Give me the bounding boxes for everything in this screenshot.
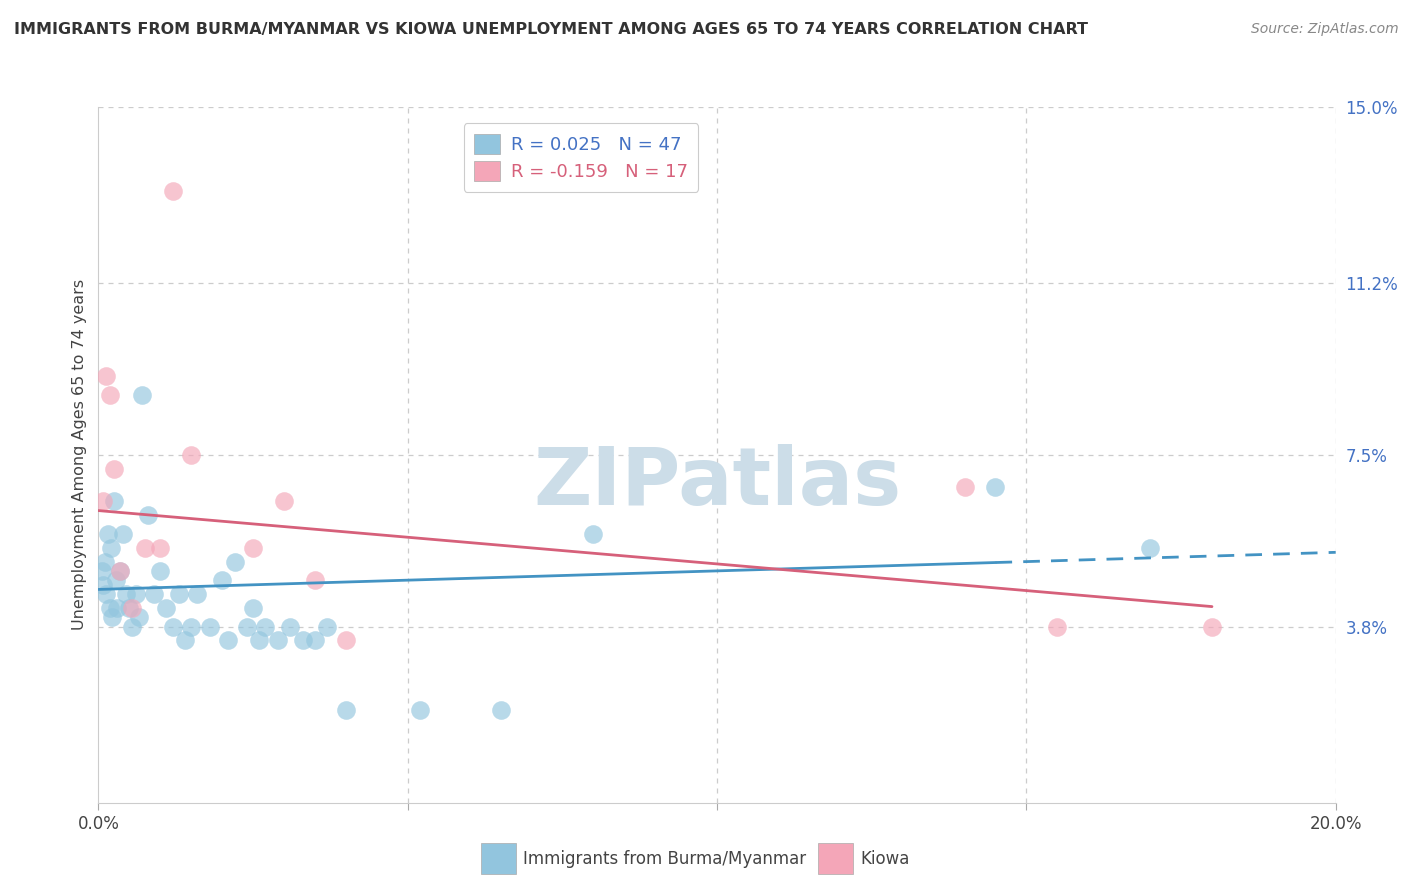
Point: [136, 508, 159, 523]
Point: [242, 601, 264, 615]
Point: [104, 573, 127, 587]
Point: [582, 526, 605, 541]
Point: [409, 703, 432, 717]
Point: [93, 578, 115, 592]
Point: [211, 573, 233, 587]
Point: [155, 601, 177, 615]
Point: [98, 601, 121, 615]
Point: [180, 448, 202, 462]
Point: [489, 703, 512, 717]
Point: [108, 564, 131, 578]
Point: [167, 587, 190, 601]
Y-axis label: Unemployment Among Ages 65 to 74 years: Unemployment Among Ages 65 to 74 years: [72, 279, 87, 631]
Point: [267, 633, 290, 648]
Text: Source: ZipAtlas.com: Source: ZipAtlas.com: [1251, 22, 1399, 37]
Text: IMMIGRANTS FROM BURMA/MYANMAR VS KIOWA UNEMPLOYMENT AMONG AGES 65 TO 74 YEARS CO: IMMIGRANTS FROM BURMA/MYANMAR VS KIOWA U…: [14, 22, 1088, 37]
Point: [98, 387, 121, 401]
Text: ZIPatlas: ZIPatlas: [533, 443, 901, 522]
Point: [335, 633, 357, 648]
Point: [101, 610, 124, 624]
Point: [134, 541, 156, 555]
Point: [105, 601, 128, 615]
Text: Immigrants from Burma/Myanmar: Immigrants from Burma/Myanmar: [523, 850, 806, 868]
Point: [335, 703, 357, 717]
Point: [1139, 541, 1161, 555]
Point: [316, 619, 339, 633]
Point: [131, 387, 153, 401]
Point: [236, 619, 259, 633]
Point: [97, 526, 120, 541]
Point: [247, 633, 270, 648]
Point: [180, 619, 202, 633]
Point: [217, 633, 239, 648]
Point: [984, 480, 1007, 494]
Point: [254, 619, 277, 633]
Legend: R = 0.025   N = 47, R = -0.159   N = 17: R = 0.025 N = 47, R = -0.159 N = 17: [464, 123, 699, 192]
Point: [149, 541, 172, 555]
Point: [103, 462, 125, 476]
Point: [93, 555, 115, 569]
Point: [278, 619, 301, 633]
Point: [1046, 619, 1069, 633]
Point: [121, 619, 143, 633]
Point: [118, 601, 141, 615]
Text: Kiowa: Kiowa: [860, 850, 910, 868]
Point: [108, 564, 131, 578]
Point: [291, 633, 314, 648]
Point: [112, 526, 135, 541]
Point: [198, 619, 221, 633]
Point: [242, 541, 264, 555]
Point: [93, 494, 115, 508]
Point: [174, 633, 197, 648]
Point: [304, 633, 326, 648]
Point: [94, 369, 117, 384]
Point: [162, 619, 184, 633]
Point: [124, 587, 146, 601]
Point: [149, 564, 172, 578]
Point: [143, 587, 166, 601]
Point: [121, 601, 143, 615]
Point: [162, 184, 184, 198]
Point: [115, 587, 138, 601]
Point: [224, 555, 246, 569]
Point: [100, 541, 122, 555]
Point: [953, 480, 976, 494]
Point: [94, 587, 117, 601]
Point: [1201, 619, 1223, 633]
Point: [90, 564, 112, 578]
Point: [128, 610, 150, 624]
Point: [103, 494, 125, 508]
Point: [273, 494, 295, 508]
Point: [186, 587, 208, 601]
Point: [304, 573, 326, 587]
